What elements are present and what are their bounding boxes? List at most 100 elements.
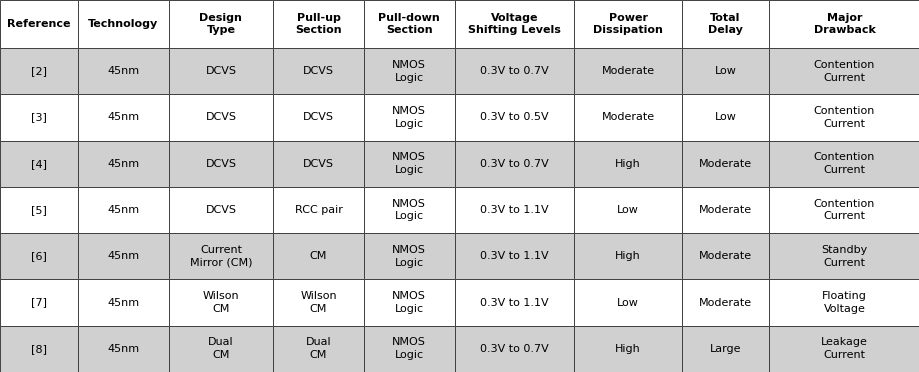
Text: Contention
Current: Contention Current <box>813 60 874 83</box>
Bar <box>573 279 681 326</box>
Text: NMOS
Logic: NMOS Logic <box>391 291 425 314</box>
Bar <box>573 233 681 279</box>
Text: 45nm: 45nm <box>108 112 139 122</box>
Text: DCVS: DCVS <box>302 66 334 76</box>
Text: Leakage
Current: Leakage Current <box>820 337 867 360</box>
Text: Moderate: Moderate <box>601 112 653 122</box>
Bar <box>78 187 168 233</box>
Bar <box>168 279 273 326</box>
Bar <box>681 141 768 187</box>
Text: DCVS: DCVS <box>205 159 236 169</box>
Text: Power
Dissipation: Power Dissipation <box>593 13 663 35</box>
Text: [8]: [8] <box>31 344 47 354</box>
Bar <box>78 48 168 94</box>
Text: High: High <box>615 344 641 354</box>
Text: Dual
CM: Dual CM <box>208 337 233 360</box>
Bar <box>681 326 768 372</box>
Text: [4]: [4] <box>31 159 47 169</box>
Bar <box>0 141 78 187</box>
Bar <box>78 279 168 326</box>
Text: 0.3V to 0.7V: 0.3V to 0.7V <box>480 344 548 354</box>
Text: Technology: Technology <box>88 19 158 29</box>
Text: NMOS
Logic: NMOS Logic <box>391 152 425 175</box>
Bar <box>454 279 573 326</box>
Text: 0.3V to 1.1V: 0.3V to 1.1V <box>480 251 548 261</box>
Text: Low: Low <box>617 205 638 215</box>
Bar <box>0 279 78 326</box>
Bar <box>364 233 454 279</box>
Bar <box>454 187 573 233</box>
Text: Low: Low <box>617 298 638 308</box>
Text: 45nm: 45nm <box>108 66 139 76</box>
Text: 45nm: 45nm <box>108 344 139 354</box>
Text: Design
Type: Design Type <box>199 13 242 35</box>
Text: Moderate: Moderate <box>698 251 751 261</box>
Text: Dual
CM: Dual CM <box>305 337 331 360</box>
Bar <box>454 0 573 48</box>
Bar <box>168 94 273 141</box>
Bar <box>78 94 168 141</box>
Text: Reference: Reference <box>7 19 71 29</box>
Bar <box>768 279 919 326</box>
Text: 45nm: 45nm <box>108 205 139 215</box>
Text: Total
Delay: Total Delay <box>708 13 743 35</box>
Bar <box>681 48 768 94</box>
Bar <box>454 94 573 141</box>
Bar <box>768 326 919 372</box>
Text: Pull-up
Section: Pull-up Section <box>295 13 342 35</box>
Text: [2]: [2] <box>31 66 47 76</box>
Bar <box>768 187 919 233</box>
Text: DCVS: DCVS <box>302 159 334 169</box>
Text: 0.3V to 1.1V: 0.3V to 1.1V <box>480 205 548 215</box>
Bar <box>364 141 454 187</box>
Bar <box>454 326 573 372</box>
Text: High: High <box>615 159 641 169</box>
Bar <box>681 0 768 48</box>
Bar <box>364 0 454 48</box>
Bar <box>0 0 78 48</box>
Text: 45nm: 45nm <box>108 251 139 261</box>
Text: Current
Mirror (CM): Current Mirror (CM) <box>189 245 252 268</box>
Text: [3]: [3] <box>31 112 47 122</box>
Text: Contention
Current: Contention Current <box>813 106 874 129</box>
Text: DCVS: DCVS <box>205 205 236 215</box>
Text: [5]: [5] <box>31 205 47 215</box>
Bar <box>768 48 919 94</box>
Bar <box>573 187 681 233</box>
Bar <box>273 233 364 279</box>
Text: Contention
Current: Contention Current <box>813 199 874 221</box>
Bar <box>573 94 681 141</box>
Text: DCVS: DCVS <box>205 112 236 122</box>
Text: Major
Drawback: Major Drawback <box>812 13 875 35</box>
Text: NMOS
Logic: NMOS Logic <box>391 60 425 83</box>
Text: NMOS
Logic: NMOS Logic <box>391 337 425 360</box>
Bar <box>168 326 273 372</box>
Bar <box>273 326 364 372</box>
Bar <box>273 48 364 94</box>
Text: DCVS: DCVS <box>302 112 334 122</box>
Bar <box>681 233 768 279</box>
Text: Wilson
CM: Wilson CM <box>202 291 239 314</box>
Bar <box>168 187 273 233</box>
Text: 0.3V to 0.7V: 0.3V to 0.7V <box>480 66 548 76</box>
Text: DCVS: DCVS <box>205 66 236 76</box>
Bar <box>681 279 768 326</box>
Text: 0.3V to 1.1V: 0.3V to 1.1V <box>480 298 548 308</box>
Bar <box>273 94 364 141</box>
Text: Voltage
Shifting Levels: Voltage Shifting Levels <box>468 13 561 35</box>
Bar <box>364 94 454 141</box>
Bar <box>454 48 573 94</box>
Text: Large: Large <box>709 344 741 354</box>
Bar <box>768 0 919 48</box>
Bar <box>573 141 681 187</box>
Text: NMOS
Logic: NMOS Logic <box>391 245 425 268</box>
Text: High: High <box>615 251 641 261</box>
Text: NMOS
Logic: NMOS Logic <box>391 199 425 221</box>
Text: Low: Low <box>714 66 735 76</box>
Bar <box>273 279 364 326</box>
Text: Moderate: Moderate <box>698 298 751 308</box>
Bar <box>573 326 681 372</box>
Text: Contention
Current: Contention Current <box>813 152 874 175</box>
Bar <box>0 48 78 94</box>
Bar <box>454 141 573 187</box>
